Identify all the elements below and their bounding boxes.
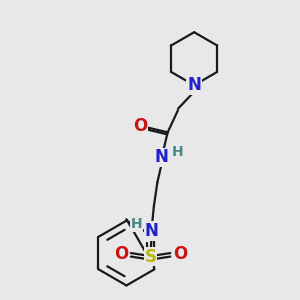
Text: N: N xyxy=(145,222,158,240)
Text: H: H xyxy=(172,145,184,159)
Text: N: N xyxy=(155,148,169,166)
Text: H: H xyxy=(131,217,142,231)
Text: S: S xyxy=(145,248,157,266)
Text: N: N xyxy=(187,76,201,94)
Text: O: O xyxy=(173,245,187,263)
Text: O: O xyxy=(114,245,128,263)
Text: O: O xyxy=(133,117,147,135)
